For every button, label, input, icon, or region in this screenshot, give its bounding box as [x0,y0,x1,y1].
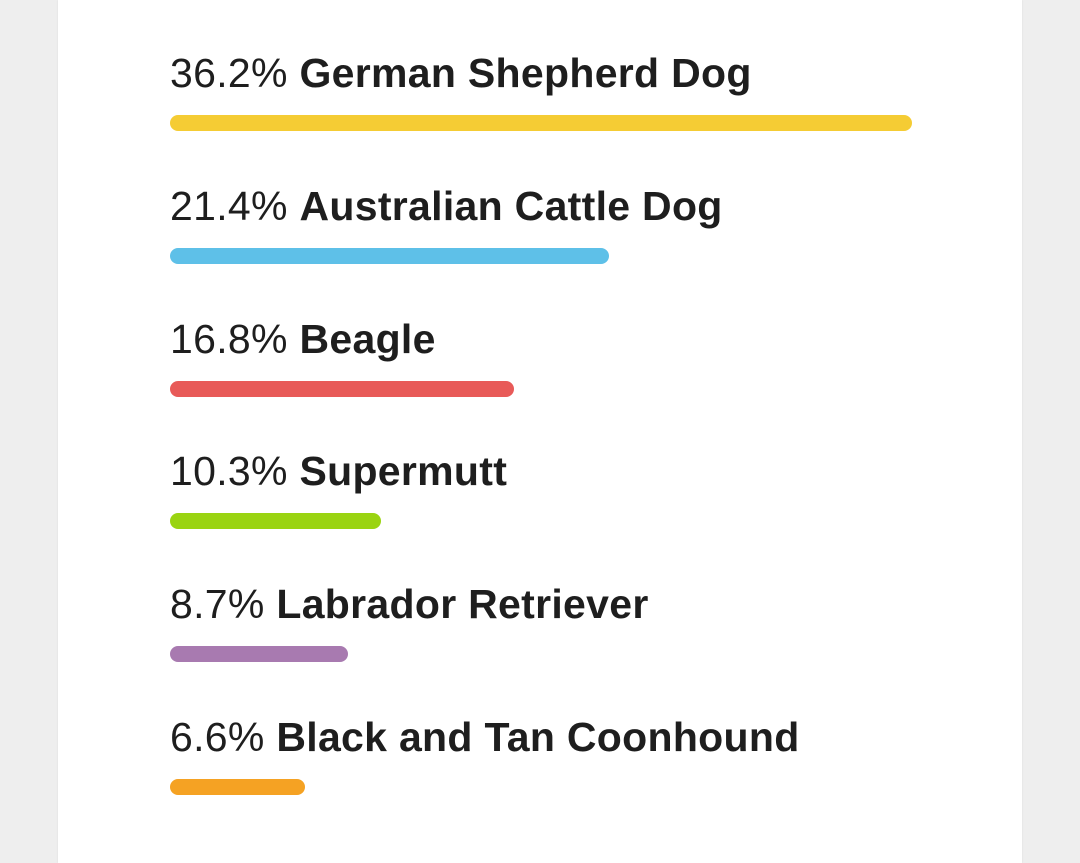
breed-bar [170,513,382,529]
breed-name: German Shepherd Dog [299,50,752,96]
breed-label: 8.7% Labrador Retriever [170,580,649,628]
breed-bar [170,248,609,264]
breed-bar-track [170,248,912,264]
breed-label: 6.6% Black and Tan Coonhound [170,713,800,761]
breed-name: Labrador Retriever [276,581,649,627]
ancestry-card: 36.2% German Shepherd Dog 21.4% Australi… [58,0,1022,863]
breed-percent: 21.4% [170,183,288,229]
breed-label: 36.2% German Shepherd Dog [170,49,752,97]
breed-label: 10.3% Supermutt [170,447,507,495]
breed-label: 16.8% Beagle [170,315,436,363]
breed-bar-track [170,513,912,529]
breed-bar [170,779,306,795]
breed-name: Supermutt [299,448,508,494]
breed-bar-track [170,779,912,795]
breed-label: 21.4% Australian Cattle Dog [170,182,723,230]
breed-bar-track [170,646,912,662]
breed-bar-track [170,115,912,131]
breed-percent: 36.2% [170,50,288,96]
breed-percent: 10.3% [170,448,288,494]
breed-bar [170,381,515,397]
breed-percent: 16.8% [170,316,288,362]
breed-name: Black and Tan Coonhound [276,714,800,760]
breed-bar-track [170,381,912,397]
breed-percent: 8.7% [170,581,265,627]
breed-percent: 6.6% [170,714,265,760]
breed-bar [170,115,912,131]
breed-bar [170,646,349,662]
breed-name: Beagle [299,316,436,362]
breed-name: Australian Cattle Dog [299,183,723,229]
